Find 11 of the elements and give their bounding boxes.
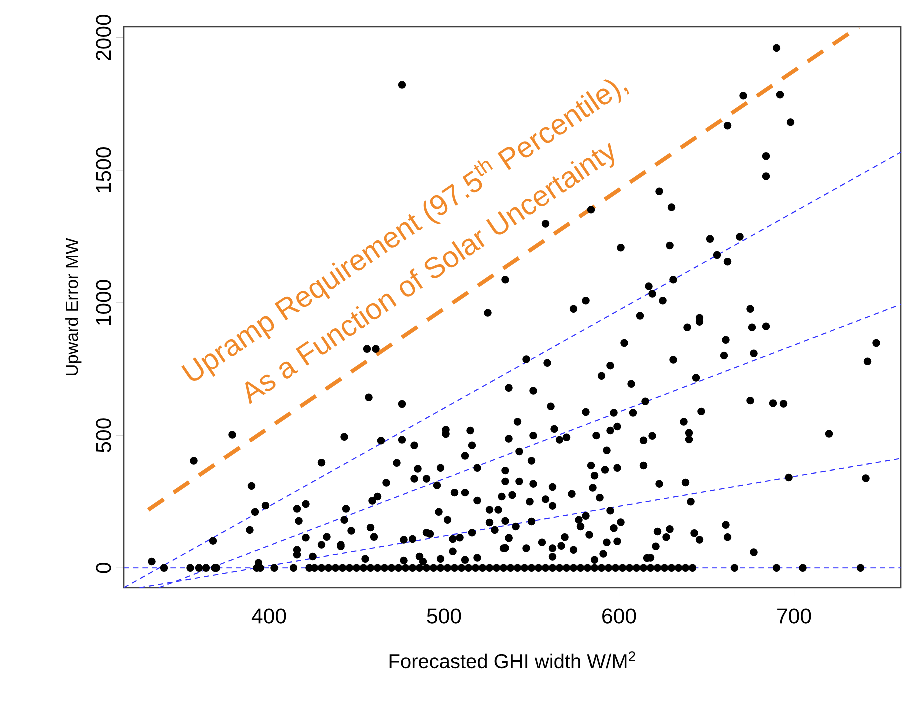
x-axis-title: Forecasted GHI width W/M$^{2}$ xyxy=(390,652,636,669)
y-axis-title: Upward Error MW xyxy=(66,238,82,376)
y-tick-label: 1000 xyxy=(96,280,112,326)
x-tick-label: 600 xyxy=(602,608,636,624)
y-tick-label: 0 xyxy=(96,563,112,574)
x-tick-label: 400 xyxy=(252,608,286,624)
x-tick-label: 700 xyxy=(778,608,812,624)
y-tick-label: 2000 xyxy=(96,14,112,61)
y-tick-label: 1500 xyxy=(96,148,112,193)
x-tick-label: 500 xyxy=(427,608,462,624)
y-tick-label: 500 xyxy=(96,418,112,452)
